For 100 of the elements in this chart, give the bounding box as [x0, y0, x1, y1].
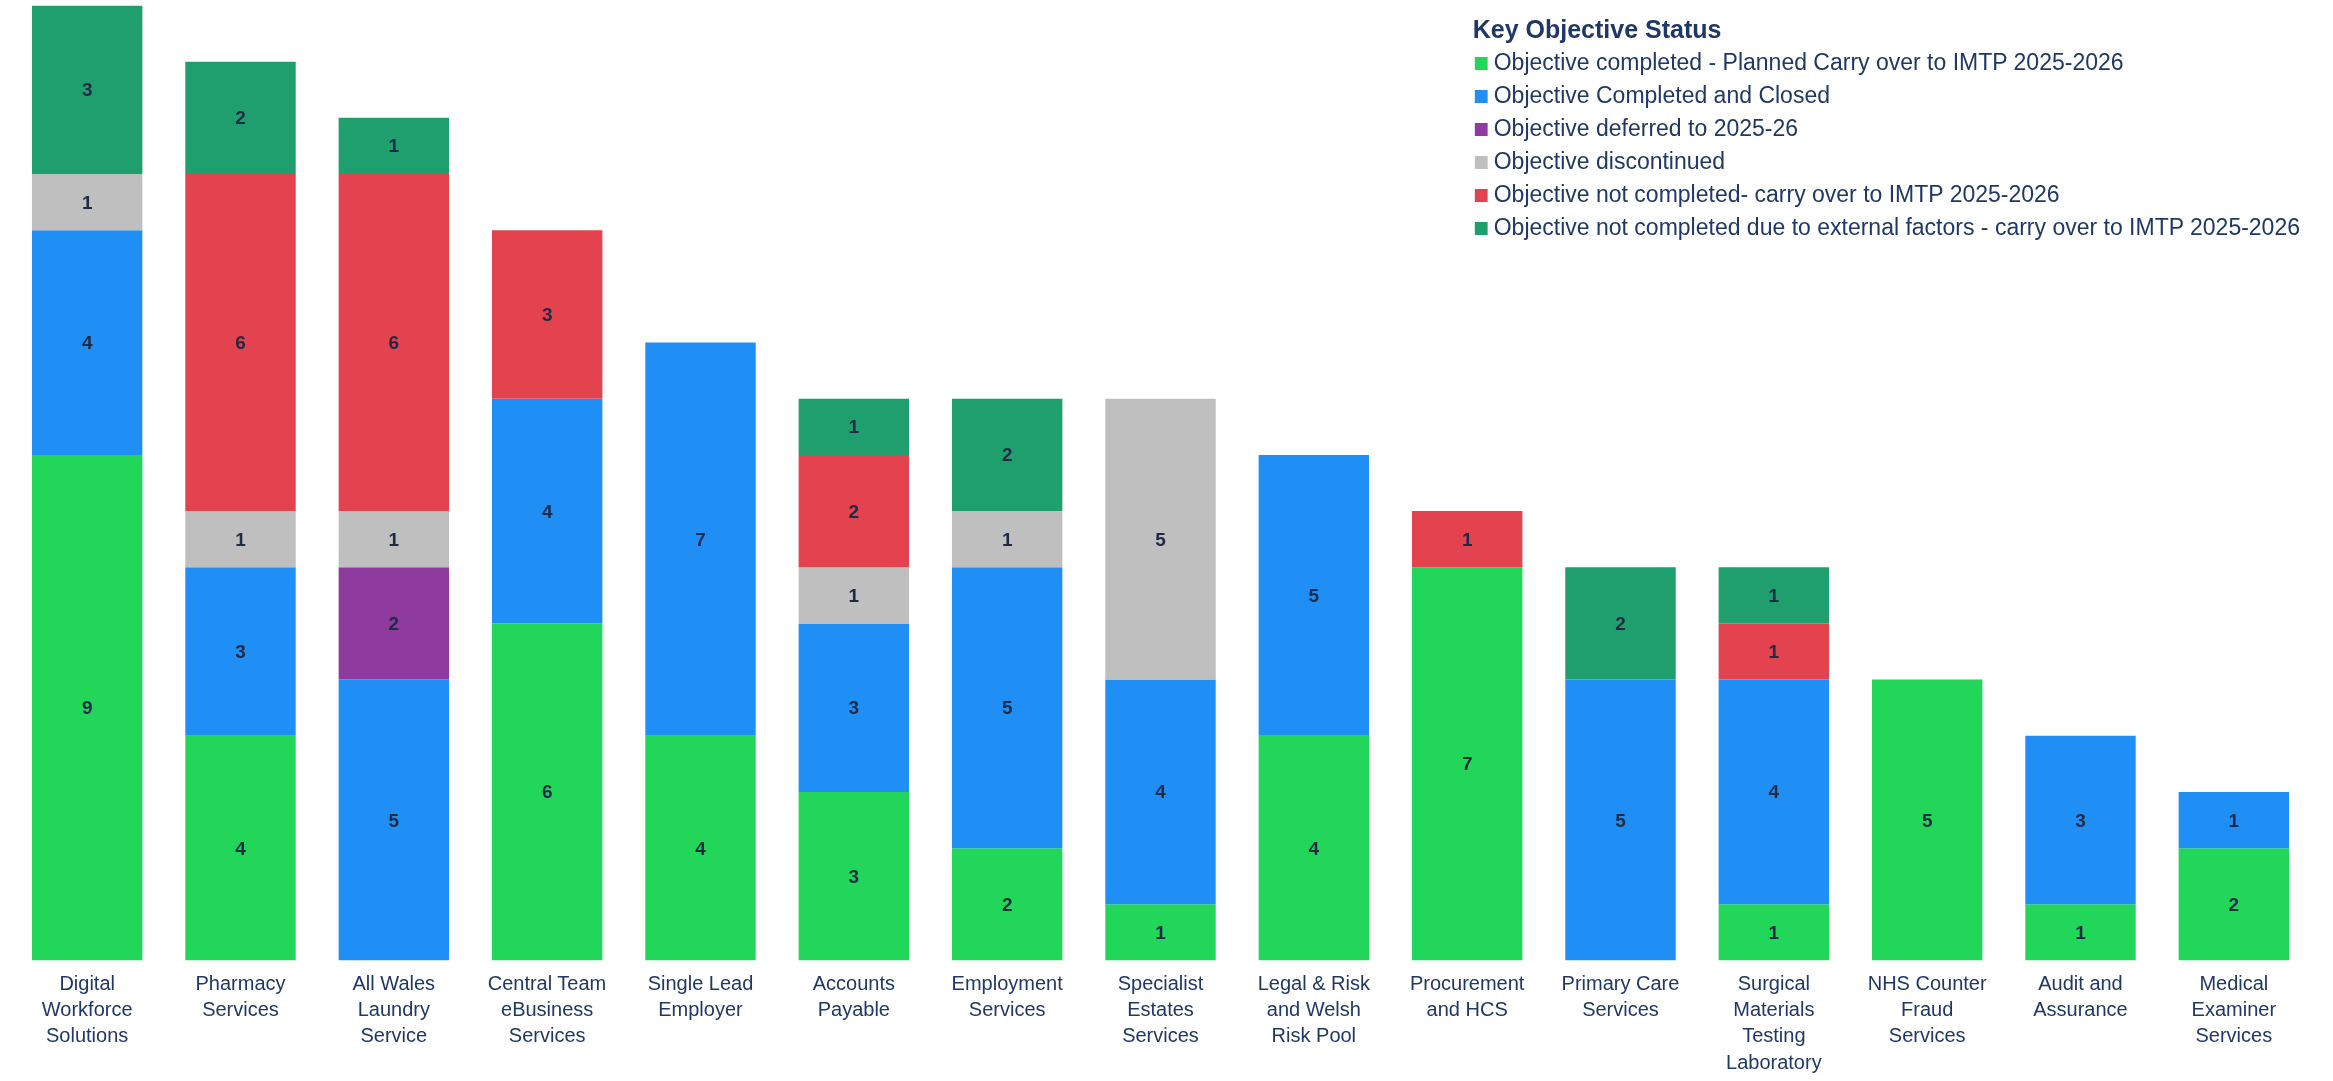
x-tick-label: Accounts Payable — [812, 971, 895, 1020]
data-label: 1 — [1768, 584, 1780, 606]
data-label: 1 — [1768, 641, 1780, 663]
bar — [185, 511, 296, 568]
data-label: 5 — [1001, 697, 1013, 719]
bar — [1718, 904, 1830, 961]
data-label: 4 — [235, 837, 247, 859]
data-label: 1 — [388, 528, 400, 550]
bar — [1105, 679, 1216, 905]
data-label: 2 — [1001, 444, 1013, 466]
bar — [1258, 454, 1370, 736]
bar — [798, 454, 910, 568]
bar — [645, 342, 756, 736]
data-label: 7 — [695, 528, 706, 550]
data-label: 1 — [848, 416, 860, 438]
legend-label: Objective discontinued — [1493, 148, 1726, 175]
data-label: 4 — [81, 332, 93, 354]
bar — [1871, 679, 1983, 961]
data-label: 2 — [1615, 612, 1626, 634]
bar — [2025, 735, 2136, 905]
x-tick-label: Specialist Estates Services — [1117, 971, 1204, 1047]
bar — [31, 174, 143, 231]
bar — [1258, 735, 1370, 961]
x-tick-label: Digital Workforce Solutions — [41, 971, 133, 1047]
bar — [338, 174, 450, 512]
x-tick-label: Employment Services — [951, 971, 1064, 1020]
bar — [951, 848, 1063, 961]
bar — [338, 117, 450, 175]
bar — [1105, 904, 1216, 961]
legend-label: Objective completed - Planned Carry over to IMTP 2025-2026 — [1493, 49, 2124, 76]
bar — [2025, 904, 2136, 961]
data-label: 2 — [1001, 893, 1013, 915]
bar — [1411, 511, 1523, 568]
data-label: 6 — [541, 781, 553, 803]
bar — [185, 61, 296, 175]
data-label: 4 — [1308, 837, 1320, 859]
data-label: 2 — [2228, 893, 2240, 915]
data-label: 1 — [2075, 921, 2087, 943]
bar — [951, 398, 1063, 512]
data-label: 4 — [541, 500, 553, 522]
bar — [1718, 567, 1830, 624]
bar — [1565, 567, 1676, 680]
bar — [185, 567, 296, 736]
bar — [798, 791, 910, 961]
data-label: 2 — [848, 500, 860, 522]
data-label: 4 — [1155, 781, 1167, 803]
bar — [31, 454, 143, 961]
x-tick-label: Surgical Materials Testing Laboratory — [1726, 971, 1822, 1073]
data-label: 1 — [1461, 528, 1473, 550]
x-tick-label: Legal & Risk and Welsh Risk Pool — [1257, 971, 1371, 1047]
data-label: 4 — [695, 837, 707, 859]
x-tick-label: Pharmacy Services — [195, 971, 286, 1020]
bar — [1105, 398, 1216, 680]
data-label: 3 — [848, 697, 860, 719]
x-tick-label: Procurement and HCS — [1409, 971, 1525, 1020]
bar — [338, 511, 450, 568]
data-label: 1 — [1001, 528, 1013, 550]
x-tick-label: Audit and Assurance — [2033, 971, 2128, 1020]
bar — [31, 230, 143, 455]
x-tick-label: All Wales Laundry Service — [352, 971, 436, 1047]
data-label: 2 — [235, 107, 246, 129]
x-tick-label: Primary Care Services — [1561, 971, 1680, 1020]
data-label: 3 — [235, 641, 246, 663]
x-tick-label: Central Team eBusiness Services — [487, 971, 607, 1047]
data-label: 3 — [848, 865, 860, 887]
bar — [951, 511, 1063, 568]
legend-label: Objective not completed- carry over to IMTP 2025-2026 — [1493, 181, 2060, 208]
bar — [2178, 791, 2290, 849]
data-label: 5 — [1921, 809, 1933, 831]
legend-label: Objective deferred to 2025-26 — [1493, 115, 1799, 142]
data-label: 1 — [848, 584, 860, 606]
bar — [1411, 567, 1523, 961]
bar — [951, 567, 1063, 849]
bar — [1718, 623, 1830, 680]
bar — [1718, 679, 1830, 905]
bar — [338, 679, 450, 961]
bar — [491, 230, 603, 399]
data-label: 5 — [1155, 528, 1167, 550]
data-label: 5 — [1615, 809, 1627, 831]
data-label: 5 — [388, 809, 400, 831]
data-label: 4 — [1768, 781, 1780, 803]
data-label: 1 — [1768, 921, 1780, 943]
legend-label: Objective Completed and Closed — [1493, 82, 1830, 109]
bar — [491, 398, 603, 624]
bar — [798, 398, 910, 455]
data-label: 3 — [81, 79, 93, 101]
data-label: 6 — [388, 332, 400, 354]
bar — [2178, 848, 2290, 961]
data-label: 2 — [388, 612, 400, 634]
data-label: 1 — [1155, 921, 1167, 943]
data-label: 1 — [2228, 809, 2240, 831]
data-label: 1 — [81, 191, 93, 213]
data-label: 7 — [1461, 753, 1473, 775]
data-label: 5 — [1308, 584, 1320, 606]
legend-label: Objective not completed due to external factors - carry over to IMTP 2025-2026 — [1493, 214, 2300, 241]
bar — [491, 623, 603, 961]
data-label: 3 — [2075, 809, 2086, 831]
bar — [338, 567, 450, 680]
bar — [798, 567, 910, 624]
data-label: 1 — [235, 528, 247, 550]
